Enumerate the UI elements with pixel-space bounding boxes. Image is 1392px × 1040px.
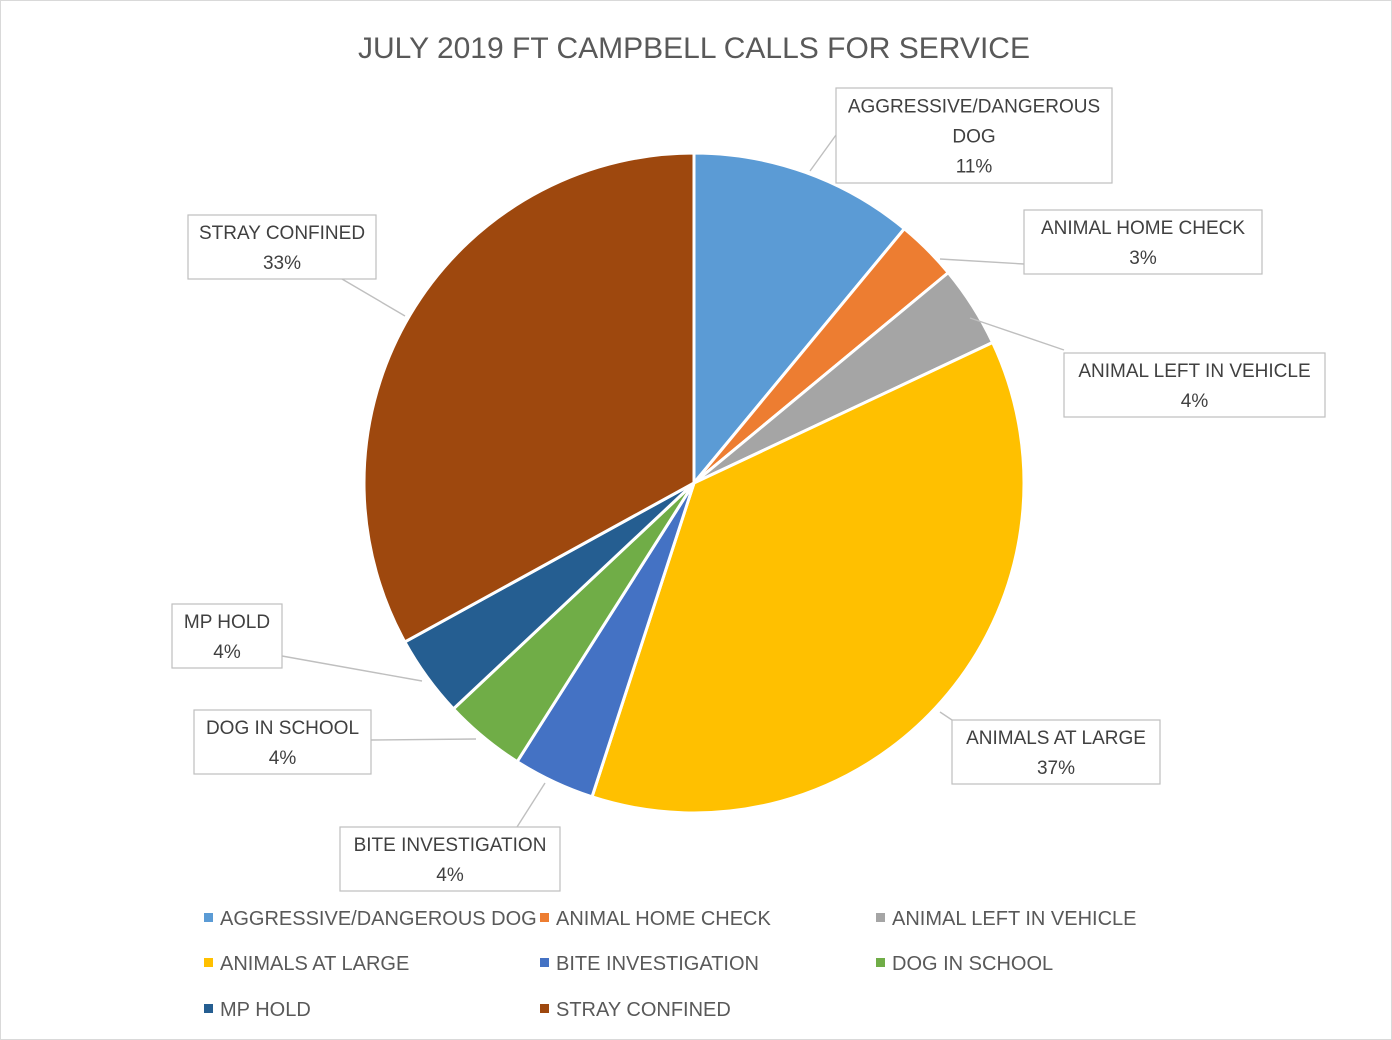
legend-label: MP HOLD xyxy=(220,999,311,1021)
data-label-box xyxy=(1023,209,1263,275)
legend-item-animal-home-check: ANIMAL HOME CHECK xyxy=(540,908,772,930)
pie-slice-animals-at-large xyxy=(590,340,1026,815)
data-label-stray-confined: STRAY CONFINED 33% xyxy=(187,214,406,317)
data-label-category: MP HOLD xyxy=(184,612,270,633)
legend-label: DOG IN SCHOOL xyxy=(892,953,1053,975)
data-label-category: BITE INVESTIGATION xyxy=(354,835,547,856)
legend-item-aggressive-dangerous-dog: AGGRESSIVE/DANGEROUS DOG xyxy=(204,908,537,930)
data-label-category: DOG xyxy=(952,127,995,148)
leader-line xyxy=(939,711,953,721)
data-label-aggressive-dangerous-dog: AGGRESSIVE/DANGEROUS DOG 11% xyxy=(809,87,1113,184)
data-label-box xyxy=(1063,352,1326,418)
data-label-value: 33% xyxy=(263,253,301,274)
data-label-animal-left-in-vehicle: ANIMAL LEFT IN VEHICLE 4% xyxy=(969,317,1326,418)
legend-item-dog-in-school: DOG IN SCHOOL xyxy=(876,953,1053,975)
legend-label: STRAY CONFINED xyxy=(556,999,731,1021)
legend-label: ANIMAL HOME CHECK xyxy=(556,908,772,930)
legend-swatch xyxy=(876,958,885,967)
leader-line xyxy=(341,278,406,317)
data-label-box xyxy=(339,826,561,892)
data-label-mp-hold: MP HOLD 4% xyxy=(171,603,423,682)
legend-label: ANIMAL LEFT IN VEHICLE xyxy=(892,908,1137,930)
data-label-value: 4% xyxy=(269,748,297,769)
data-label-animals-at-large: ANIMALS AT LARGE 37% xyxy=(939,711,1161,785)
data-label-value: 4% xyxy=(1181,391,1209,412)
legend-swatch xyxy=(204,1004,213,1013)
data-label-category: ANIMALS AT LARGE xyxy=(966,728,1146,749)
legend-swatch xyxy=(540,1004,549,1013)
data-label-dog-in-school: DOG IN SCHOOL 4% xyxy=(193,709,477,775)
data-label-box xyxy=(951,719,1161,785)
legend-swatch xyxy=(876,913,885,922)
chart-title: JULY 2019 FT CAMPBELL CALLS FOR SERVICE xyxy=(358,32,1030,65)
legend-label: ANIMALS AT LARGE xyxy=(220,953,409,975)
data-label-category: STRAY CONFINED xyxy=(199,223,365,244)
legend-label: BITE INVESTIGATION xyxy=(556,953,759,975)
data-label-animal-home-check: ANIMAL HOME CHECK 3% xyxy=(939,209,1263,275)
pie-slice-stray-confined xyxy=(362,151,696,644)
data-label-box xyxy=(187,214,377,280)
leader-line xyxy=(939,258,1025,265)
legend-item-stray-confined: STRAY CONFINED xyxy=(540,999,731,1021)
data-label-value: 37% xyxy=(1037,758,1075,779)
legend-swatch xyxy=(540,958,549,967)
data-label-value: 3% xyxy=(1129,248,1157,269)
data-label-category: ANIMAL HOME CHECK xyxy=(1041,218,1245,239)
legend-item-mp-hold: MP HOLD xyxy=(204,999,311,1021)
data-label-value: 4% xyxy=(213,642,241,663)
data-label-value: 11% xyxy=(956,157,993,178)
legend-swatch xyxy=(540,913,549,922)
legend-swatch xyxy=(204,958,213,967)
pie-slices xyxy=(362,151,1026,815)
data-label-category: ANIMAL LEFT IN VEHICLE xyxy=(1078,361,1310,382)
legend-swatch xyxy=(204,913,213,922)
leader-line xyxy=(370,738,477,741)
legend: AGGRESSIVE/DANGEROUS DOG ANIMAL HOME CHEC… xyxy=(204,908,1137,1021)
leader-line xyxy=(516,782,546,828)
legend-label: AGGRESSIVE/DANGEROUS DOG xyxy=(220,908,537,930)
data-label-category: AGGRESSIVE/DANGEROUS xyxy=(848,97,1100,118)
leader-line xyxy=(281,655,423,682)
data-label-box xyxy=(835,87,1113,184)
leader-line xyxy=(809,134,837,172)
data-label-box xyxy=(193,709,372,775)
leader-line xyxy=(969,317,1065,351)
pie-slice-aggressive-dangerous-dog xyxy=(692,151,906,485)
data-labels: AGGRESSIVE/DANGEROUS DOG 11% ANIMAL HOME CH… xyxy=(171,87,1326,892)
legend-item-bite-investigation: BITE INVESTIGATION xyxy=(540,953,759,975)
data-label-value: 4% xyxy=(436,865,464,886)
data-label-box xyxy=(171,603,283,669)
data-label-bite-investigation: BITE INVESTIGATION 4% xyxy=(339,782,561,892)
legend-item-animal-left-in-vehicle: ANIMAL LEFT IN VEHICLE xyxy=(876,908,1137,930)
legend-item-animals-at-large: ANIMALS AT LARGE xyxy=(204,953,409,975)
data-label-category: DOG IN SCHOOL xyxy=(206,718,359,739)
